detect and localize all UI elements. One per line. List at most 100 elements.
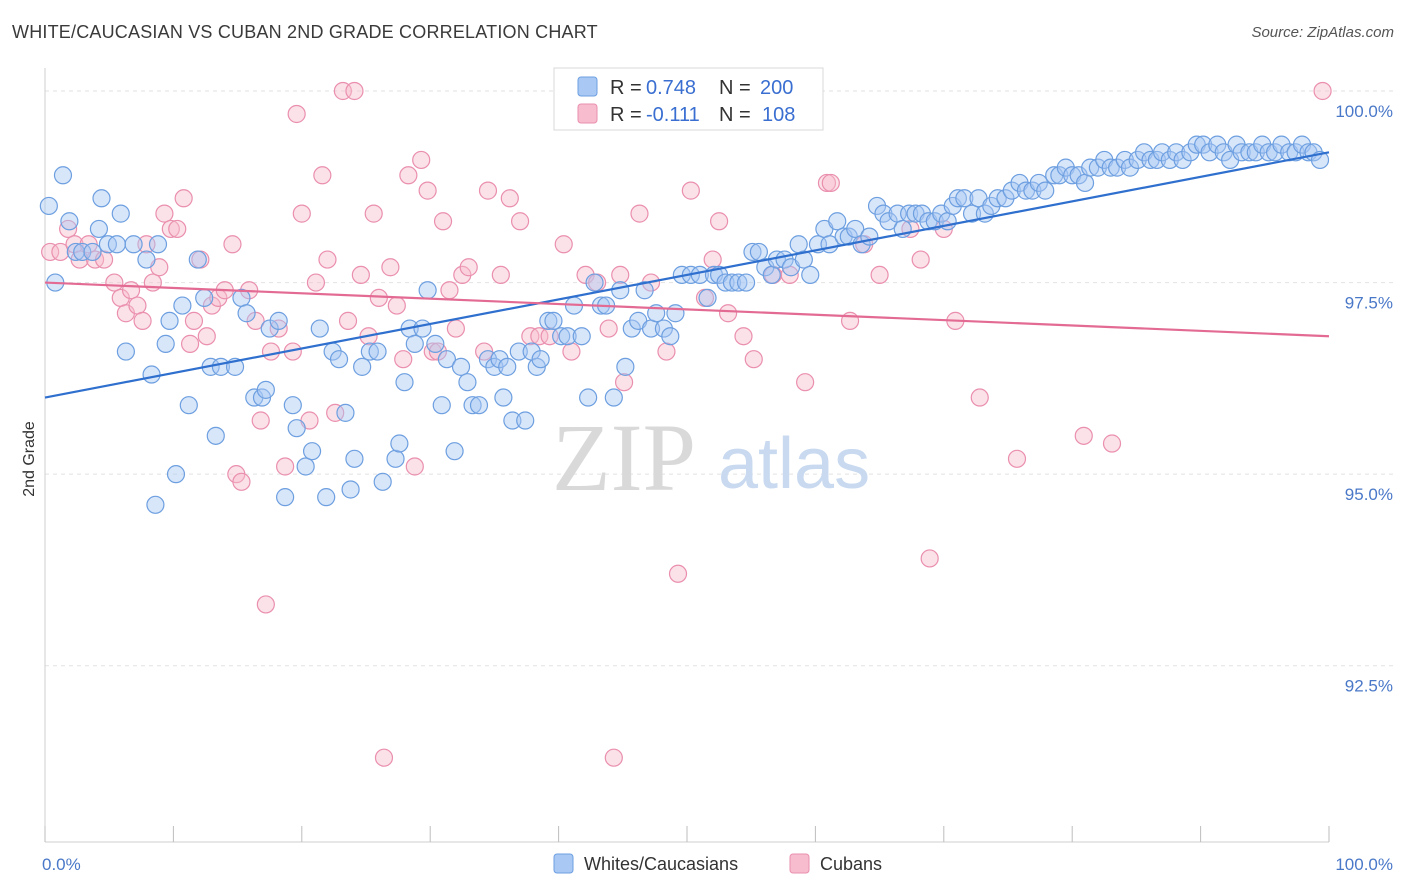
- cuban-point: [1102, 434, 1122, 453]
- cuban-point: [232, 472, 251, 491]
- cuban-point: [920, 549, 939, 568]
- white-point: [860, 227, 879, 246]
- cuban-point: [500, 189, 519, 208]
- cuban-point: [911, 250, 930, 269]
- white-point: [1075, 173, 1095, 193]
- white-point: [395, 373, 414, 392]
- cuban-point: [478, 181, 498, 200]
- cuban-point: [251, 411, 270, 430]
- white-point: [276, 488, 295, 507]
- cuban-point: [351, 265, 370, 285]
- white-point: [107, 235, 127, 254]
- cuban-point: [817, 173, 837, 193]
- whites-points: [39, 135, 1330, 514]
- cuban-point: [709, 212, 729, 231]
- cuban-point: [554, 235, 573, 254]
- cuban-point: [168, 219, 187, 239]
- white-point: [828, 212, 847, 231]
- trend-lines: [44, 151, 1330, 399]
- white-point: [635, 281, 654, 300]
- white-point: [900, 204, 919, 223]
- cuban-point: [418, 181, 437, 200]
- cuban-point: [604, 748, 623, 767]
- cuban-point: [59, 219, 78, 239]
- cuban-point: [306, 273, 326, 292]
- cuban-point: [128, 296, 147, 315]
- cuban-point: [530, 327, 549, 346]
- white-point: [373, 472, 392, 491]
- y-tick-label: 100.0%: [1335, 102, 1393, 121]
- white-point: [503, 411, 522, 430]
- cuban-point: [394, 350, 413, 369]
- white-point: [698, 288, 717, 308]
- white-point: [146, 495, 165, 514]
- white-point: [166, 465, 186, 484]
- legend-swatch-pink: [577, 103, 598, 124]
- white-point: [1036, 181, 1055, 200]
- white-point: [179, 396, 198, 415]
- white-point: [743, 242, 762, 262]
- legend-frame: [553, 67, 824, 131]
- white-point: [437, 350, 456, 369]
- white-point: [494, 388, 513, 407]
- cuban-point: [668, 564, 688, 583]
- legend-swatch-blue: [577, 76, 598, 97]
- white-point: [846, 219, 865, 239]
- white-point: [148, 235, 168, 254]
- white-point: [368, 342, 387, 361]
- white-point: [73, 242, 92, 262]
- white-point: [39, 196, 58, 216]
- white-point: [611, 281, 630, 300]
- white-point: [469, 396, 489, 415]
- white-point: [585, 273, 604, 292]
- white-point: [432, 396, 451, 415]
- bottom-legend-swatch-cubans: [789, 853, 810, 874]
- cuban-point: [161, 219, 180, 239]
- white-point: [451, 357, 471, 376]
- cuban-point: [292, 204, 311, 223]
- white-point: [329, 350, 349, 369]
- white-point: [794, 250, 813, 269]
- cuban-point: [256, 595, 275, 614]
- white-point: [552, 327, 571, 346]
- white-point: [962, 204, 982, 223]
- bottom-legend-swatch-whites: [553, 853, 574, 874]
- white-point: [736, 273, 756, 292]
- white-point: [531, 350, 550, 369]
- white-point: [666, 304, 685, 323]
- x-tick-label-min: 0.0%: [42, 855, 81, 874]
- cuban-point: [387, 296, 406, 315]
- cuban-point: [180, 334, 200, 353]
- white-point: [302, 442, 322, 461]
- cuban-point: [821, 173, 840, 193]
- white-point: [418, 281, 437, 300]
- legend-r-value-pink: -0.111: [646, 104, 700, 126]
- bottom-legend-whites: Whites/Caucasians: [584, 854, 738, 874]
- cuban-point: [345, 81, 364, 101]
- watermark: ZIP atlas: [552, 404, 870, 511]
- cuban-point: [630, 204, 649, 223]
- cuban-point: [121, 281, 141, 300]
- cuban-point: [174, 189, 193, 208]
- cuban-point: [440, 281, 459, 300]
- cuban-point: [703, 250, 722, 269]
- y-tick-labels: 92.5% 95.0% 97.5% 100.0%: [1335, 102, 1393, 696]
- cuban-point: [143, 273, 162, 292]
- white-point: [345, 449, 364, 468]
- white-point: [948, 189, 968, 208]
- white-point: [353, 357, 372, 376]
- white-point: [558, 327, 577, 346]
- legend-r-label-pink: R =: [610, 104, 642, 126]
- white-point: [390, 434, 409, 453]
- cuban-point: [41, 242, 60, 262]
- cuban-point: [184, 311, 204, 330]
- white-point: [616, 357, 635, 376]
- cuban-point: [446, 319, 465, 338]
- white-point: [341, 480, 360, 499]
- white-point: [458, 373, 477, 392]
- cuban-point: [105, 273, 124, 292]
- white-point: [544, 311, 563, 330]
- cuban-point: [364, 204, 383, 223]
- white-point: [579, 388, 598, 407]
- white-point: [287, 419, 306, 438]
